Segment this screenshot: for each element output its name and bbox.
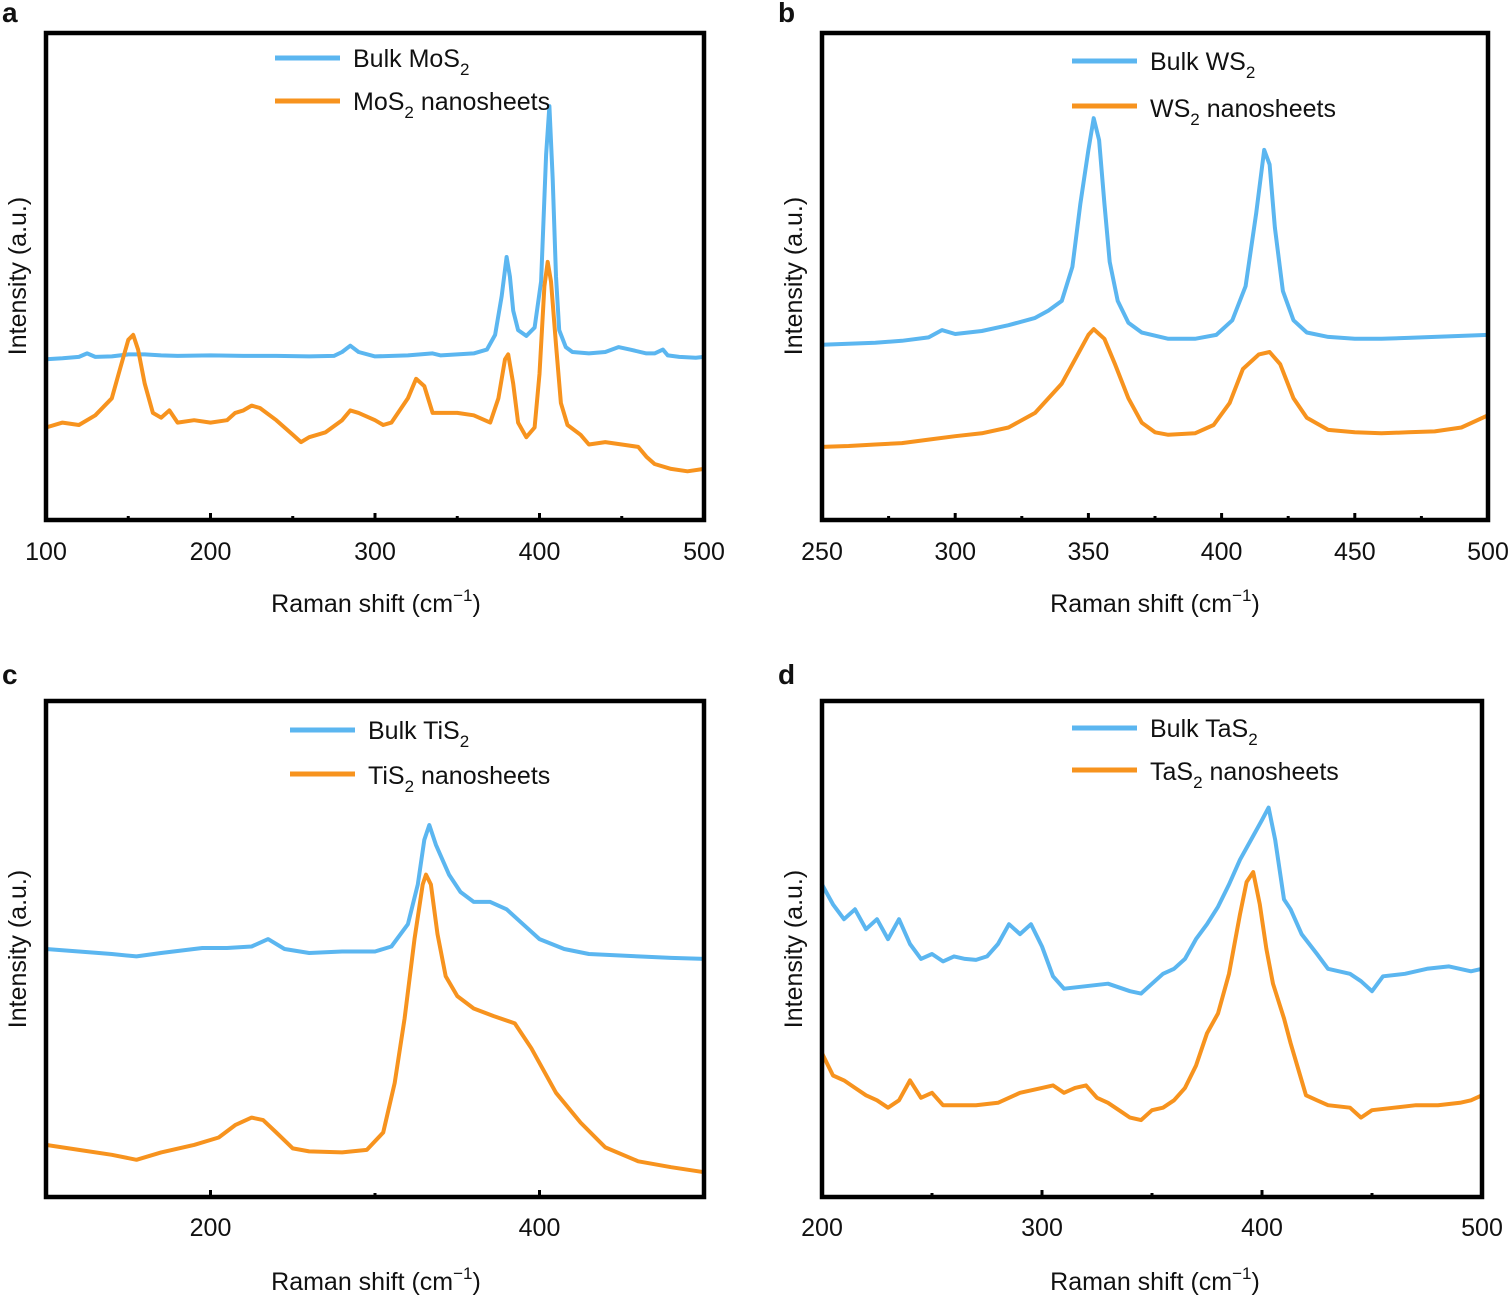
x-tick-label-d-200: 200 <box>801 1214 843 1242</box>
legend-b: Bulk WS2 WS2 nanosheets <box>1072 48 1336 129</box>
x-axis-label-a: Raman shift (cm−1) <box>271 586 481 618</box>
y-axis-label-c: Intensity (a.u.) <box>4 870 32 1028</box>
x-tick-label-b-350: 350 <box>1068 538 1110 566</box>
legend-label-tis2-nanosheets: TiS2 nanosheets <box>368 762 550 796</box>
x-tick-label-b-500: 500 <box>1467 538 1509 566</box>
x-tick-label-c-200: 200 <box>190 1214 232 1242</box>
plot-area-a: 100 200 300 400 500 <box>25 104 725 566</box>
panel-letter-d: d <box>778 659 795 690</box>
x-axis-label-d: Raman shift (cm−1) <box>1050 1264 1260 1296</box>
series-line-bulk-tis2 <box>44 823 706 961</box>
x-axis-label-b: Raman shift (cm−1) <box>1050 586 1260 618</box>
panel-b: b 250 300 350 400 450 500 Intensity (a.u.) Ra… <box>778 0 1509 618</box>
x-tick-label-a-200: 200 <box>190 538 232 566</box>
series-line-tis2-nanosheets <box>44 872 706 1175</box>
x-tick-label-b-250: 250 <box>801 538 843 566</box>
series-line-mos2-nanosheets <box>44 259 706 474</box>
x-tick-label-d-300: 300 <box>1021 1214 1063 1242</box>
y-axis-label-a: Intensity (a.u.) <box>4 197 32 355</box>
panel-c: c 200 400 Intensity (a.u.) Raman shift (c… <box>2 659 707 1296</box>
panel-letter-a: a <box>2 0 18 28</box>
plot-area-d: 200 300 400 500 <box>801 805 1503 1242</box>
y-axis-label-d: Intensity (a.u.) <box>780 870 808 1028</box>
legend-a: Bulk MoS2 MoS2 nanosheets <box>275 45 550 122</box>
plot-area-c: 200 400 <box>44 823 706 1242</box>
plot-area-b: 250 300 350 400 450 500 <box>801 116 1509 566</box>
panel-letter-b: b <box>778 0 795 28</box>
legend-c: Bulk TiS2 TiS2 nanosheets <box>290 717 550 796</box>
plot-frame-a <box>43 30 707 523</box>
y-axis-label-b: Intensity (a.u.) <box>780 197 808 355</box>
series-line-bulk-mos2 <box>44 104 706 362</box>
x-tick-label-b-400: 400 <box>1201 538 1243 566</box>
legend-label-bulk-tas2: Bulk TaS2 <box>1150 715 1258 749</box>
panel-a: a 100 200 300 400 500 Intensity (a.u.) Raman… <box>2 0 725 618</box>
series-line-ws2-nanosheets <box>820 327 1490 449</box>
plot-frame-d <box>819 698 1485 1200</box>
legend-label-bulk-ws2: Bulk WS2 <box>1150 48 1255 82</box>
x-axis-label-c: Raman shift (cm−1) <box>271 1264 481 1296</box>
legend-label-tas2-nanosheets: TaS2 nanosheets <box>1150 758 1339 792</box>
series-line-bulk-ws2 <box>820 116 1490 347</box>
x-tick-label-a-500: 500 <box>683 538 725 566</box>
legend-label-mos2-nanosheets: MoS2 nanosheets <box>353 88 550 122</box>
plot-frame-b <box>819 30 1491 523</box>
x-tick-label-b-450: 450 <box>1334 538 1376 566</box>
x-tick-label-a-100: 100 <box>25 538 67 566</box>
panel-letter-c: c <box>2 659 18 690</box>
x-tick-label-b-300: 300 <box>934 538 976 566</box>
series-line-tas2-nanosheets <box>820 870 1484 1123</box>
x-tick-label-d-400: 400 <box>1241 1214 1283 1242</box>
legend-label-bulk-tis2: Bulk TiS2 <box>368 717 469 751</box>
series-line-bulk-tas2 <box>820 805 1484 996</box>
x-tick-label-a-400: 400 <box>519 538 561 566</box>
legend-label-bulk-mos2: Bulk MoS2 <box>353 45 469 79</box>
panel-d: d 200 300 400 500 Intensity (a.u.) Raman sh… <box>778 659 1503 1296</box>
x-tick-label-c-400: 400 <box>519 1214 561 1242</box>
legend-d: Bulk TaS2 TaS2 nanosheets <box>1072 715 1339 792</box>
legend-label-ws2-nanosheets: WS2 nanosheets <box>1150 95 1336 129</box>
x-tick-label-d-500: 500 <box>1461 1214 1503 1242</box>
plot-frame-c <box>43 698 707 1200</box>
x-tick-label-a-300: 300 <box>354 538 396 566</box>
